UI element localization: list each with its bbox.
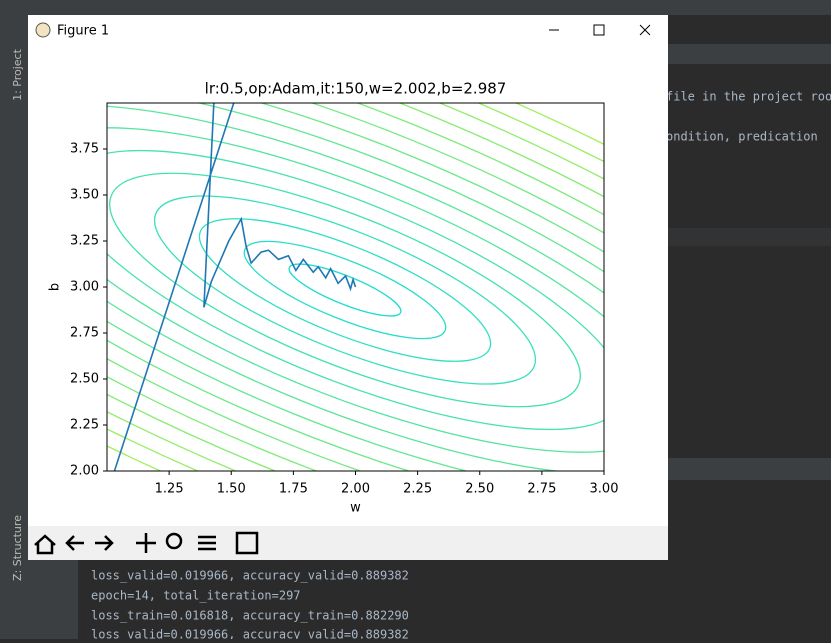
x-tick-label: 3.00	[590, 482, 619, 497]
save-button[interactable]	[235, 531, 259, 555]
contour	[153, 195, 537, 385]
editor-line: ondition, predication	[666, 130, 818, 144]
x-tick-label: 2.25	[403, 482, 432, 497]
x-tick-label: 1.50	[217, 482, 246, 497]
trajectory-line	[113, 103, 357, 471]
figure-window	[28, 15, 668, 560]
toolbar	[28, 526, 668, 560]
y-tick-label: 2.25	[70, 418, 99, 433]
pan-button[interactable]	[136, 533, 156, 553]
contour	[107, 149, 604, 431]
contour	[107, 103, 604, 471]
window-title: Figure 1	[57, 24, 109, 39]
axes-frame	[106, 102, 605, 472]
console-line: loss_valid=0.019966, accuracy_valid=0.88…	[91, 569, 409, 583]
x-tick-label: 2.50	[465, 482, 494, 497]
console-line: loss_valid=0.019966, accuracy_valid=0.88…	[91, 628, 409, 640]
contour	[288, 263, 402, 317]
console-toolbar	[28, 560, 78, 639]
console-line: epoch=14, total_iteration=297	[91, 589, 301, 603]
panel-header	[668, 458, 831, 480]
plot-title: lr:0.5,op:Adam,it:150,w=2.002,b=2.987	[205, 80, 507, 98]
maximize-button[interactable]	[593, 24, 605, 36]
x-tick-label: 1.75	[279, 482, 308, 497]
y-tick-label: 3.50	[70, 188, 99, 203]
y-tick-label: 2.75	[70, 326, 99, 341]
side-tab[interactable]: 1: Project	[11, 48, 24, 101]
contour	[107, 104, 604, 471]
zoom-button[interactable]	[165, 532, 183, 550]
editor-tabs	[668, 44, 831, 64]
side-tab[interactable]: Z: Structure	[11, 515, 24, 581]
y-tick-label: 2.50	[70, 372, 99, 387]
y-axis-label: b	[48, 283, 63, 291]
y-tick-label: 3.00	[70, 280, 99, 295]
forward-button[interactable]	[95, 535, 114, 551]
contour	[243, 240, 447, 340]
y-tick-label: 3.75	[70, 142, 99, 157]
editor-band	[668, 228, 831, 246]
back-button[interactable]	[65, 535, 84, 551]
contour	[107, 103, 604, 471]
close-button[interactable]	[639, 24, 651, 36]
menu-bar	[0, 0, 831, 15]
y-tick-label: 3.25	[70, 234, 99, 249]
contour	[109, 172, 581, 408]
x-tick-label: 1.25	[155, 482, 184, 497]
side-strip	[0, 15, 28, 639]
home-button[interactable]	[34, 534, 56, 555]
x-tick-label: 2.75	[527, 482, 556, 497]
window-icon	[35, 22, 51, 38]
x-tick-label: 2.00	[341, 482, 370, 497]
console-line: loss_train=0.016818, accuracy_train=0.88…	[91, 609, 409, 623]
contour	[198, 218, 492, 362]
x-axis-label: w	[350, 501, 361, 516]
contour	[107, 127, 604, 453]
y-tick-label: 2.00	[70, 464, 99, 479]
editor-line: file in the project root	[666, 90, 831, 104]
configure-button[interactable]	[198, 535, 216, 551]
